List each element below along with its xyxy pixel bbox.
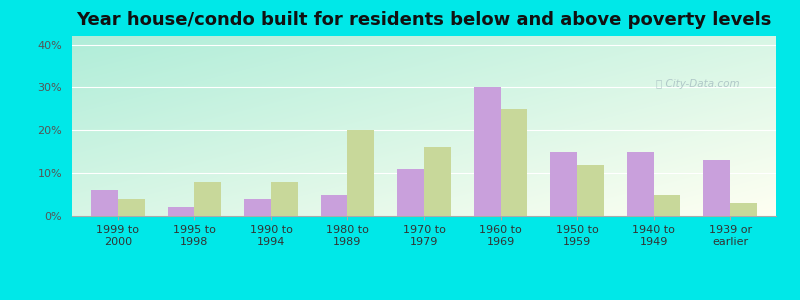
Bar xyxy=(194,182,222,216)
Bar xyxy=(168,207,194,216)
Bar xyxy=(347,130,374,216)
Title: Year house/condo built for residents below and above poverty levels: Year house/condo built for residents bel… xyxy=(76,11,772,29)
Bar xyxy=(626,152,654,216)
Bar xyxy=(424,147,450,216)
Bar xyxy=(550,152,577,216)
Bar xyxy=(398,169,424,216)
Bar xyxy=(118,199,145,216)
Bar xyxy=(91,190,118,216)
Bar xyxy=(271,182,298,216)
Bar xyxy=(321,195,347,216)
Bar xyxy=(577,165,604,216)
Bar xyxy=(730,203,757,216)
Bar xyxy=(474,87,501,216)
Text: ⓘ City-Data.com: ⓘ City-Data.com xyxy=(656,79,740,89)
Bar xyxy=(654,195,680,216)
Bar xyxy=(244,199,271,216)
Bar xyxy=(703,160,730,216)
Bar xyxy=(501,109,527,216)
